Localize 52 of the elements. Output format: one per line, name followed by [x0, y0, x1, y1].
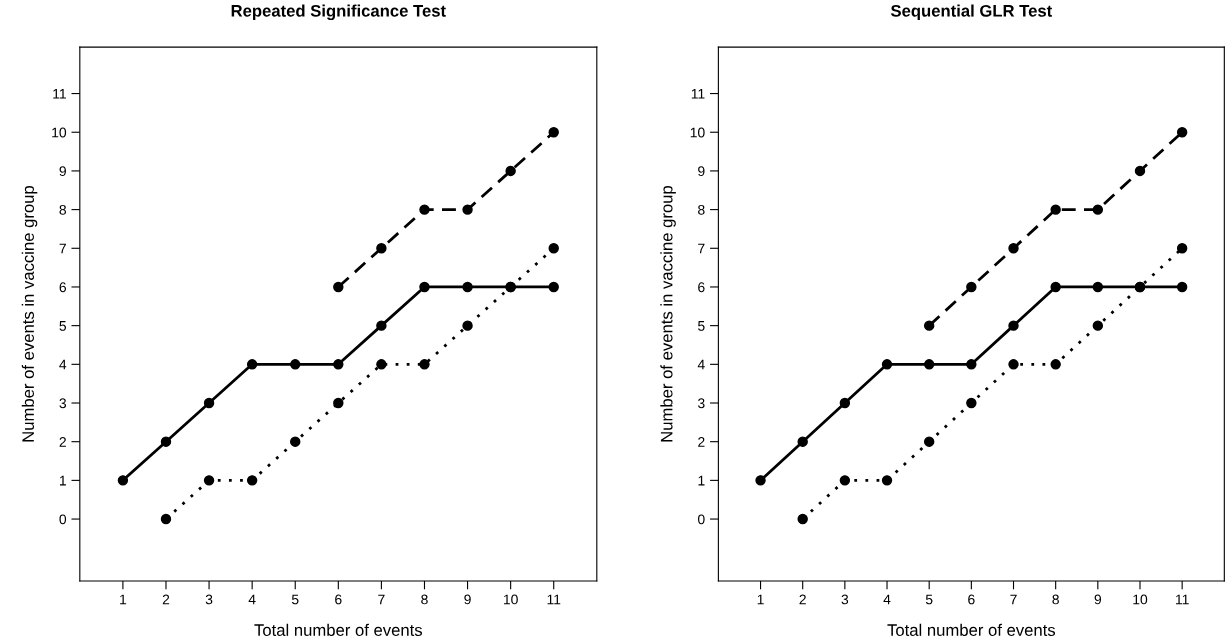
y-tick-label: 10	[690, 127, 705, 138]
y-tick-label: 0	[59, 514, 67, 525]
x-tick-label: 5	[291, 594, 299, 605]
y-tick-label: 5	[698, 321, 705, 331]
x-tick-label: 5	[925, 594, 933, 605]
x-tick-label: 4	[248, 594, 256, 605]
chart-title: Sequential GLR Test	[890, 4, 1053, 21]
x-tick-label: 3	[205, 594, 213, 605]
y-tick-label: 11	[53, 89, 66, 99]
y-tick-label: 7	[698, 243, 705, 254]
y-tick-label: 3	[59, 398, 67, 409]
x-tick-label: 11	[547, 594, 561, 605]
x-tick-label: 3	[841, 594, 849, 605]
y-tick-label: 6	[59, 282, 67, 293]
x-tick-label: 8	[1052, 594, 1059, 605]
y-tick-label: 1	[698, 475, 705, 486]
y-tick-label: 8	[698, 204, 705, 215]
y-tick-label: 2	[59, 437, 66, 447]
y-tick-label: 0	[698, 514, 705, 525]
x-tick-label: 6	[335, 594, 342, 605]
x-tick-label: 10	[1133, 594, 1148, 605]
y-tick-label: 4	[59, 359, 67, 370]
y-tick-label: 11	[691, 89, 705, 99]
x-tick-label: 2	[799, 594, 806, 605]
x-tick-label: 7	[378, 594, 385, 605]
y-tick-label: 9	[698, 166, 705, 177]
chart-title: Repeated Significance Test	[231, 4, 446, 21]
y-axis-title: Number of events in vaccine group	[660, 185, 676, 442]
x-tick-label: 11	[1176, 594, 1189, 605]
x-tick-label: 1	[757, 594, 764, 605]
y-tick-label: 5	[59, 321, 67, 331]
y-tick-label: 2	[698, 437, 705, 447]
x-tick-label: 10	[503, 594, 518, 605]
y-tick-label: 7	[59, 243, 66, 254]
y-tick-label: 9	[59, 166, 66, 177]
y-tick-label: 6	[698, 282, 705, 293]
x-tick-label: 4	[883, 594, 891, 605]
y-axis-title: Number of events in vaccine group	[21, 185, 38, 442]
x-tick-label: 8	[421, 594, 428, 605]
x-tick-label: 7	[1010, 594, 1017, 605]
y-tick-label: 3	[697, 398, 705, 409]
x-tick-label: 9	[464, 594, 471, 605]
x-tick-label: 6	[968, 594, 975, 605]
x-axis-title: Total number of events	[254, 623, 423, 636]
y-tick-label: 4	[697, 359, 705, 370]
x-tick-label: 2	[162, 594, 170, 605]
x-tick-label: 9	[1094, 594, 1102, 605]
y-tick-label: 1	[59, 475, 66, 486]
y-tick-label: 8	[59, 204, 67, 215]
x-tick-label: 1	[120, 594, 127, 605]
x-axis-title: Total number of events	[887, 623, 1056, 636]
y-tick-label: 10	[52, 127, 67, 138]
